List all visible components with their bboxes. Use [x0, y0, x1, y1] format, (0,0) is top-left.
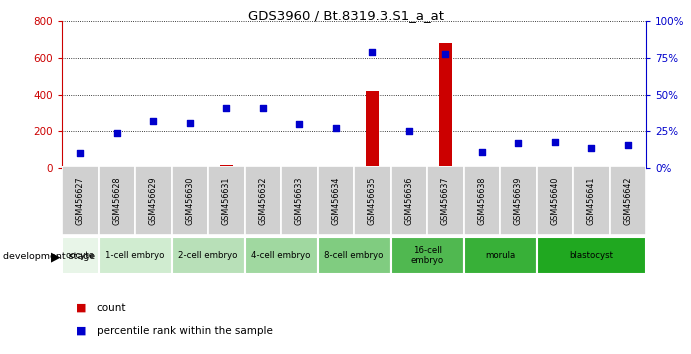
Text: count: count — [97, 303, 126, 313]
Bar — [354, 166, 390, 235]
Point — [330, 126, 341, 131]
Point — [623, 142, 634, 148]
Text: GSM456632: GSM456632 — [258, 177, 267, 225]
Bar — [500, 166, 537, 235]
Bar — [62, 237, 99, 274]
Bar — [512, 167, 524, 168]
Text: 2-cell embryo: 2-cell embryo — [178, 251, 238, 260]
Bar — [74, 167, 87, 168]
Bar — [585, 167, 598, 168]
Bar — [99, 166, 135, 235]
Bar — [256, 167, 269, 168]
Bar — [475, 167, 489, 168]
Bar — [390, 237, 464, 274]
Bar — [171, 237, 245, 274]
Text: GSM456635: GSM456635 — [368, 177, 377, 225]
Text: blastocyst: blastocyst — [569, 251, 614, 260]
Text: development stage: development stage — [3, 252, 95, 261]
Bar — [220, 165, 233, 168]
Point — [111, 130, 122, 136]
Text: GSM456630: GSM456630 — [185, 177, 194, 225]
Text: percentile rank within the sample: percentile rank within the sample — [97, 326, 273, 336]
Point — [148, 118, 159, 124]
Bar — [330, 167, 342, 168]
Bar — [62, 166, 99, 235]
Text: GSM456631: GSM456631 — [222, 177, 231, 225]
Bar — [208, 166, 245, 235]
Bar — [573, 166, 609, 235]
Bar — [281, 166, 318, 235]
Text: GSM456636: GSM456636 — [404, 177, 413, 225]
Bar — [99, 237, 171, 274]
Bar — [111, 167, 123, 168]
Text: GSM456642: GSM456642 — [623, 177, 632, 225]
Text: ■: ■ — [76, 303, 86, 313]
Point — [367, 49, 378, 55]
Text: GSM456641: GSM456641 — [587, 177, 596, 225]
Text: GSM456639: GSM456639 — [514, 177, 523, 225]
Text: GSM456629: GSM456629 — [149, 177, 158, 225]
Bar — [184, 166, 196, 168]
Bar — [245, 237, 318, 274]
Bar — [464, 237, 537, 274]
Text: morula: morula — [485, 251, 515, 260]
Text: GSM456633: GSM456633 — [295, 177, 304, 225]
Point — [221, 105, 232, 111]
Text: 4-cell embryo: 4-cell embryo — [252, 251, 311, 260]
Point — [75, 151, 86, 156]
Bar — [402, 167, 415, 168]
Bar — [609, 166, 646, 235]
Text: GSM456627: GSM456627 — [76, 177, 85, 225]
Bar — [293, 167, 306, 168]
Bar — [464, 166, 500, 235]
Text: 8-cell embryo: 8-cell embryo — [325, 251, 384, 260]
Text: GSM456634: GSM456634 — [332, 177, 341, 225]
Text: GSM456638: GSM456638 — [477, 177, 486, 225]
Bar — [537, 166, 573, 235]
Bar — [171, 166, 208, 235]
Text: ■: ■ — [76, 326, 86, 336]
Bar — [318, 166, 354, 235]
Text: GSM456640: GSM456640 — [550, 177, 559, 225]
Point — [513, 140, 524, 146]
Bar — [366, 91, 379, 168]
Point — [404, 129, 415, 134]
Text: 16-cell
embryо: 16-cell embryо — [410, 246, 444, 265]
Point — [184, 120, 196, 125]
Text: GDS3960 / Bt.8319.3.S1_a_at: GDS3960 / Bt.8319.3.S1_a_at — [247, 9, 444, 22]
Point — [476, 149, 487, 155]
Bar — [245, 166, 281, 235]
Text: oocyte: oocyte — [66, 251, 95, 260]
Text: GSM456637: GSM456637 — [441, 177, 450, 225]
Point — [549, 139, 560, 144]
Text: ▶: ▶ — [51, 250, 61, 263]
Bar — [621, 166, 634, 168]
Bar — [390, 166, 427, 235]
Bar — [549, 166, 561, 168]
Point — [440, 51, 451, 56]
Text: GSM456628: GSM456628 — [113, 177, 122, 225]
Bar — [427, 166, 464, 235]
Bar — [318, 237, 390, 274]
Point — [294, 121, 305, 127]
Bar — [537, 237, 646, 274]
Bar — [439, 43, 452, 168]
Point — [257, 105, 268, 111]
Text: 1-cell embryo: 1-cell embryo — [106, 251, 165, 260]
Bar — [135, 166, 171, 235]
Bar — [147, 166, 160, 168]
Point — [586, 145, 597, 150]
